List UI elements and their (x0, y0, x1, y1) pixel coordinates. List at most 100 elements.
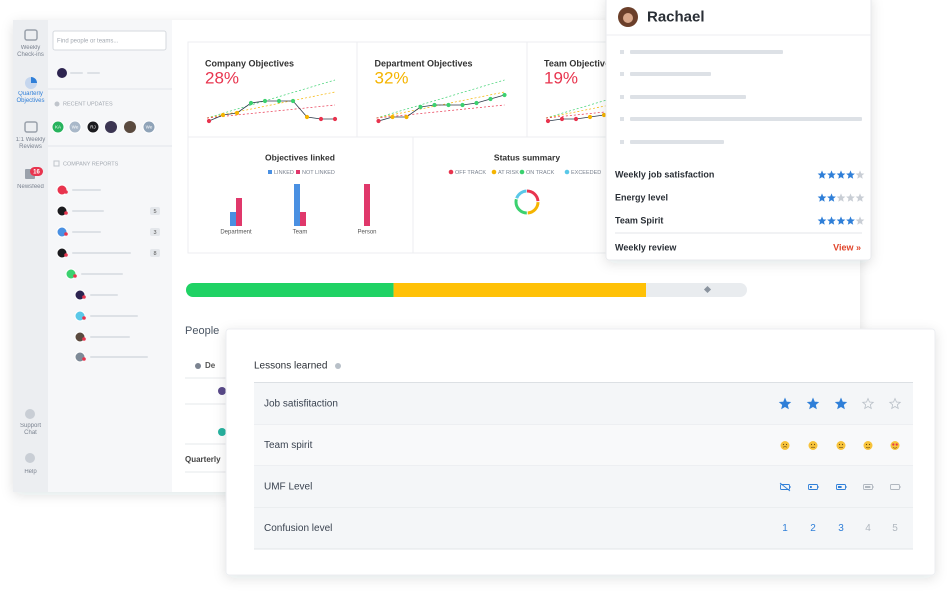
battery-icon[interactable] (779, 482, 791, 492)
avatar (57, 68, 67, 78)
section-label: COMPANY REPORTS (63, 161, 119, 167)
scale-option[interactable]: 3 (838, 523, 844, 534)
avatar-dot (64, 211, 68, 215)
nav-item[interactable]: Weekly Check-ins (17, 45, 44, 58)
rating-star (827, 193, 836, 202)
legend-label: AT RISK (498, 170, 519, 176)
review-link[interactable]: View » (833, 242, 861, 252)
donut-segment (514, 189, 540, 215)
placeholder-icon (620, 140, 624, 144)
trend-point (573, 116, 579, 122)
emoji[interactable] (836, 441, 846, 450)
emoji-eye (785, 443, 788, 446)
placeholder-line (70, 72, 83, 74)
rating-star (827, 170, 836, 179)
rating-star (846, 216, 855, 225)
emoji-face (780, 441, 790, 450)
battery-level (810, 486, 812, 488)
emoji-eye (892, 443, 895, 446)
battery-icon[interactable] (890, 484, 901, 490)
avatar-dot (82, 295, 86, 299)
rating-star[interactable] (806, 397, 820, 410)
battery-icon[interactable] (863, 484, 874, 490)
trend-line (208, 100, 335, 122)
column-icon (195, 363, 201, 369)
avatar-dot (82, 337, 86, 341)
profile-card (605, 0, 872, 261)
x-label: Person (357, 230, 376, 236)
avatar (68, 120, 82, 134)
nav-item[interactable]: Newsfeed (17, 184, 44, 190)
milestone (703, 285, 712, 294)
profile-name: Rachael (647, 8, 705, 25)
bar (300, 212, 306, 226)
emoji[interactable] (863, 441, 873, 450)
nav-item[interactable]: Support Chat (19, 423, 41, 436)
nav-item-box: Weekly Check-ins (17, 45, 44, 58)
trend-point (559, 116, 565, 122)
scale-option[interactable]: 4 (865, 523, 871, 534)
nav-item[interactable]: Help (24, 469, 37, 475)
emoji[interactable] (808, 441, 818, 450)
row-bg (254, 466, 913, 508)
trend-point (276, 98, 282, 104)
trend-point (248, 100, 254, 106)
trend-point (432, 102, 437, 108)
trend-point (332, 116, 338, 122)
avatar-dot (64, 253, 68, 257)
trend-point (304, 114, 310, 120)
rating-star (817, 216, 827, 225)
emoji-eye (813, 443, 816, 446)
avatar-initials: We (72, 125, 79, 130)
trend-point (474, 100, 479, 106)
scale-option[interactable]: 1 (782, 523, 788, 534)
placeholder-line (90, 294, 118, 296)
placeholder-line (90, 315, 138, 317)
rating-label: Energy level (615, 192, 668, 202)
avatar (51, 120, 65, 134)
rating-star (827, 216, 836, 225)
section-icon (53, 160, 60, 167)
emoji-face (836, 441, 846, 450)
rating-star (836, 170, 846, 179)
scale-option[interactable]: 2 (810, 523, 816, 534)
rating-star[interactable] (834, 397, 848, 410)
nav-item[interactable]: 1:1 Weekly Reviews (15, 137, 46, 150)
scale-option[interactable]: 5 (892, 523, 898, 534)
search-box[interactable] (52, 30, 167, 51)
profile-face (623, 13, 633, 23)
emoji[interactable] (890, 441, 900, 450)
column-header: De (205, 361, 216, 370)
nav-icon (24, 121, 38, 133)
trend-point (601, 112, 607, 118)
avatar (218, 387, 226, 395)
rating-star[interactable] (861, 397, 875, 410)
legend-dot (448, 169, 454, 175)
emoji[interactable] (780, 441, 790, 450)
rating-star[interactable] (778, 397, 792, 410)
battery-tip (817, 486, 819, 488)
rating-star (855, 170, 865, 179)
rating-star (846, 170, 855, 179)
rating-star (817, 193, 827, 202)
avatar (105, 121, 117, 133)
target-line (206, 104, 336, 119)
battery-level (865, 486, 871, 488)
avatar-dot (82, 357, 86, 361)
nav-item[interactable]: Quarterly Objectives (16, 91, 45, 104)
lessons-title: Lessons learned (254, 361, 327, 372)
rating-star[interactable] (888, 397, 902, 410)
trend-point (502, 92, 507, 98)
avatar-initials: We (146, 125, 153, 130)
placeholder-icon (620, 50, 624, 54)
battery-icon[interactable] (808, 484, 819, 490)
row-label: Team spirit (264, 440, 313, 451)
badge (30, 167, 43, 176)
battery-icon[interactable] (836, 484, 847, 490)
bar (364, 184, 370, 226)
placeholder-line (630, 95, 746, 99)
placeholder-line (87, 72, 100, 74)
row-label: Quarterly (185, 455, 221, 464)
trend-point (488, 96, 493, 102)
nav-item-box: Quarterly Objectives (16, 91, 45, 104)
